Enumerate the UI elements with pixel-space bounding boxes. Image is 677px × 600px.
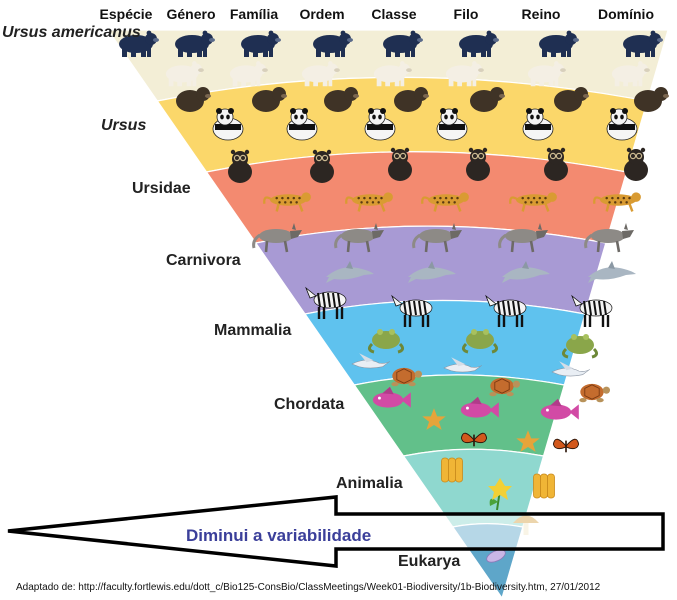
taxon-family-label: Ursidae	[132, 180, 191, 197]
polar-bear-icon	[301, 61, 340, 87]
black-bear-icon	[241, 30, 281, 57]
rank-header-família: Família	[229, 6, 279, 22]
brown-bear-icon	[634, 87, 669, 112]
protist-icon	[486, 549, 506, 563]
black-bear-icon	[539, 30, 579, 57]
panda-icon	[286, 108, 318, 141]
fish-icon	[372, 386, 411, 408]
zebra-icon	[305, 286, 347, 319]
rank-header-classe: Classe	[371, 6, 417, 22]
flower-icon	[488, 478, 512, 511]
polar-bear-icon	[165, 61, 204, 87]
fish-icon	[460, 396, 499, 418]
taxon-order-label: Carnivora	[166, 252, 241, 269]
leopard-icon	[593, 192, 641, 212]
source-caption: Adaptado de: http://faculty.fortlewis.ed…	[16, 582, 601, 593]
dolphin-icon	[326, 261, 374, 283]
rank-header-domínio: Domínio	[598, 6, 654, 22]
wolf-icon	[498, 223, 548, 253]
zebra-icon	[485, 294, 527, 327]
turtle-icon	[391, 367, 422, 387]
taxon-kingdom-label: Animalia	[336, 475, 403, 492]
bird-icon	[351, 353, 390, 369]
wolf-icon	[334, 223, 384, 253]
polar-bear-icon	[445, 61, 484, 87]
polar-bear-icon	[611, 61, 650, 87]
spectacled-bear-icon	[228, 149, 252, 183]
brown-bear-icon	[470, 87, 505, 112]
butterfly-icon	[552, 438, 580, 453]
rank-header-espécie: Espécie	[99, 6, 153, 22]
brown-bear-icon	[394, 87, 429, 112]
spectacled-bear-icon	[310, 149, 334, 183]
leopard-icon	[509, 192, 557, 212]
black-bear-icon	[119, 30, 159, 57]
spectacled-bear-icon	[388, 147, 412, 181]
taxon-class-label: Mammalia	[214, 322, 292, 339]
wolf-icon	[252, 223, 302, 253]
taxon-species-label: Ursus americanus	[2, 24, 141, 41]
bird-icon	[443, 357, 482, 373]
leopard-icon	[345, 192, 393, 212]
frog-icon	[461, 329, 499, 354]
band-classe	[303, 299, 586, 386]
variability-arrow-label: Diminui a variabilidade	[186, 526, 372, 545]
black-bear-icon	[383, 30, 423, 57]
variability-arrow	[7, 495, 665, 568]
taxon-phylum-label: Chordata	[274, 396, 345, 413]
panda-icon	[436, 108, 468, 141]
black-bear-icon	[623, 30, 663, 57]
fish-icon	[540, 398, 579, 420]
zebra-icon	[391, 294, 433, 327]
dolphin-icon	[502, 261, 550, 283]
sponge-icon	[533, 473, 555, 499]
frog-icon	[367, 329, 405, 354]
leopard-icon	[421, 192, 469, 212]
polar-bear-icon	[527, 61, 566, 87]
black-bear-icon	[175, 30, 215, 57]
butterfly-icon	[460, 432, 488, 447]
brown-bear-icon	[252, 87, 287, 112]
dolphin-icon	[588, 261, 636, 283]
taxon-genus-label: Ursus	[101, 117, 147, 134]
polar-bear-icon	[229, 61, 268, 87]
starfish-icon	[516, 430, 540, 452]
zebra-icon	[571, 294, 613, 327]
wolf-icon	[412, 223, 462, 253]
polar-bear-icon	[373, 61, 412, 87]
black-bear-icon	[313, 30, 353, 57]
sponge-icon	[441, 457, 463, 483]
rank-header-género: Género	[166, 6, 216, 22]
brown-bear-icon	[324, 87, 359, 112]
black-bear-icon	[459, 30, 499, 57]
dolphin-icon	[408, 261, 456, 283]
leopard-icon	[263, 192, 311, 212]
rank-header-ordem: Ordem	[299, 6, 345, 22]
taxon-domain-label: Eukarya	[398, 553, 461, 570]
spectacled-bear-icon	[624, 147, 648, 181]
turtle-icon	[489, 377, 520, 397]
spectacled-bear-icon	[544, 147, 568, 181]
panda-icon	[212, 108, 244, 141]
wolf-icon	[584, 223, 634, 253]
bird-icon	[551, 361, 590, 377]
starfish-icon	[422, 408, 446, 430]
rank-header-reino: Reino	[521, 6, 561, 22]
panda-icon	[606, 108, 638, 141]
brown-bear-icon	[554, 87, 589, 112]
panda-icon	[522, 108, 554, 141]
rank-header-filo: Filo	[453, 6, 479, 22]
brown-bear-icon	[176, 87, 211, 112]
turtle-icon	[579, 383, 610, 403]
spectacled-bear-icon	[466, 147, 490, 181]
panda-icon	[364, 108, 396, 141]
frog-icon	[561, 334, 599, 359]
